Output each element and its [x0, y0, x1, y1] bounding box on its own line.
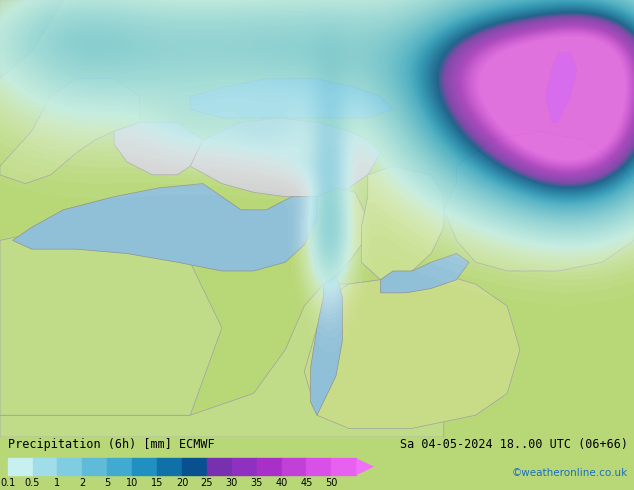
Bar	[107, 458, 132, 475]
Bar	[182, 458, 207, 475]
Bar	[8, 458, 32, 475]
Bar	[82, 458, 107, 475]
Text: 35: 35	[250, 478, 263, 489]
Text: 30: 30	[226, 478, 238, 489]
Bar	[207, 458, 232, 475]
Polygon shape	[311, 188, 368, 284]
Text: 25: 25	[200, 478, 213, 489]
Bar	[306, 458, 332, 475]
Text: 45: 45	[301, 478, 313, 489]
Text: 15: 15	[151, 478, 163, 489]
Bar	[257, 458, 281, 475]
Polygon shape	[0, 79, 139, 184]
Text: 5: 5	[104, 478, 110, 489]
Polygon shape	[311, 275, 342, 415]
Polygon shape	[0, 280, 444, 437]
Polygon shape	[0, 227, 222, 415]
Text: 0.1: 0.1	[0, 478, 15, 489]
Polygon shape	[13, 184, 317, 271]
Text: 10: 10	[126, 478, 138, 489]
Text: ©weatheronline.co.uk: ©weatheronline.co.uk	[512, 468, 628, 478]
Polygon shape	[444, 131, 634, 271]
Polygon shape	[0, 0, 63, 79]
Text: Sa 04-05-2024 18..00 UTC (06+66): Sa 04-05-2024 18..00 UTC (06+66)	[399, 438, 628, 451]
Text: Precipitation (6h) [mm] ECMWF: Precipitation (6h) [mm] ECMWF	[8, 438, 214, 451]
Bar	[281, 458, 306, 475]
Bar	[32, 458, 58, 475]
Bar	[157, 458, 182, 475]
Text: 40: 40	[275, 478, 288, 489]
Polygon shape	[190, 79, 393, 118]
Polygon shape	[190, 118, 380, 196]
Bar	[332, 458, 356, 475]
Polygon shape	[361, 166, 444, 280]
Bar	[132, 458, 157, 475]
Text: 2: 2	[79, 478, 86, 489]
Text: 1: 1	[55, 478, 60, 489]
Polygon shape	[380, 253, 469, 293]
Bar	[232, 458, 257, 475]
Text: 50: 50	[325, 478, 337, 489]
Polygon shape	[356, 458, 374, 475]
Bar	[58, 458, 82, 475]
Polygon shape	[304, 271, 520, 428]
Text: 0.5: 0.5	[25, 478, 40, 489]
Text: 20: 20	[176, 478, 188, 489]
Polygon shape	[114, 122, 203, 175]
Polygon shape	[545, 52, 577, 122]
